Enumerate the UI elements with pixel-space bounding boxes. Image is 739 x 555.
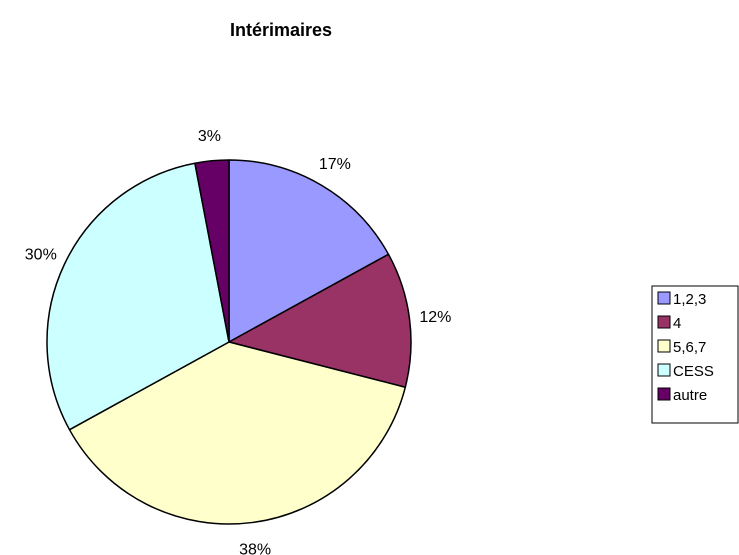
pie-slice-autre bbox=[194, 159, 230, 343]
pie-slice-4 bbox=[228, 253, 412, 389]
legend-label-5-6-7: 5,6,7 bbox=[673, 339, 706, 356]
pie-slice-1-2-3 bbox=[228, 159, 390, 343]
legend-label-4: 4 bbox=[673, 315, 681, 332]
legend-swatch-cess bbox=[657, 363, 671, 377]
legend-swatch-1-2-3 bbox=[657, 291, 671, 305]
legend: 1,2,3 4 5,6,7 CESS autre bbox=[651, 285, 739, 424]
chart-title: Intérimaires bbox=[230, 20, 332, 40]
pie-label-cess: 30% bbox=[25, 246, 57, 263]
pie-label-5-6-7: 38% bbox=[239, 541, 271, 555]
pie-slice-cess bbox=[46, 162, 230, 431]
legend-label-1-2-3: 1,2,3 bbox=[673, 291, 706, 308]
pie-slices bbox=[46, 159, 412, 525]
pie-label-1-2-3: 17% bbox=[319, 156, 351, 173]
legend-label-autre: autre bbox=[673, 387, 707, 404]
legend-label-cess: CESS bbox=[673, 363, 714, 380]
pie-label-autre: 3% bbox=[198, 128, 221, 145]
legend-swatch-4 bbox=[657, 315, 671, 329]
pie-label-4: 12% bbox=[419, 309, 451, 326]
pie-slice-5-6-7 bbox=[68, 341, 407, 525]
legend-swatch-5-6-7 bbox=[657, 339, 671, 353]
pie-percent-labels: 17% 12% 38% 30% 3% bbox=[25, 128, 452, 555]
legend-swatch-autre bbox=[657, 387, 671, 401]
